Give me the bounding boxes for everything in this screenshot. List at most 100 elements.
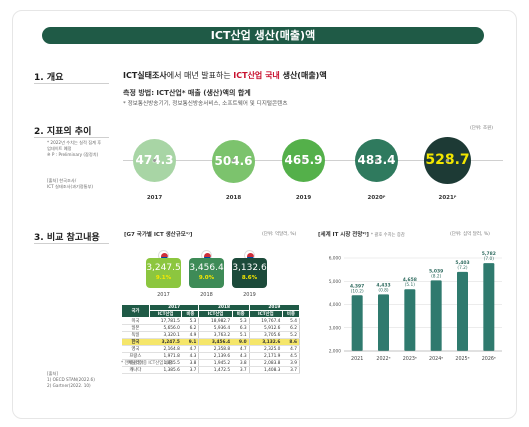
section-divider — [34, 137, 109, 138]
g7-share-cell: 3.7 — [282, 366, 301, 374]
bar-change-label: (0.8) — [378, 287, 389, 293]
source-1: 1) OECD STAN(2022.6) — [47, 377, 95, 382]
korea-share: 8.6% — [241, 275, 258, 281]
bar-change-label: (8.2) — [431, 273, 442, 279]
x-tick-label: 2025ᵉ — [455, 356, 469, 362]
g7-subheader-ict: ICT산업 — [148, 310, 183, 318]
g7-unit: (단위: 억달러, %) — [262, 232, 297, 237]
source-2: 2) Gartner(2022. 10) — [47, 383, 91, 388]
g7-share-cell: 9.1 — [181, 338, 200, 346]
bar-change-label: (5.1) — [405, 282, 416, 288]
sources-label: [출처] — [47, 371, 58, 376]
g7-ict-cell: 3,705.6 — [249, 331, 283, 339]
g7-share-cell: 5.4 — [282, 317, 301, 325]
g7-share-cell: 5.3 — [181, 317, 200, 325]
g7-header-country: 국가 — [121, 304, 150, 318]
timeline-dot — [232, 159, 235, 162]
g7-ict-cell: 5,912.6 — [249, 324, 283, 332]
page-title: ICT산업 생산(매출)액 — [42, 27, 484, 44]
g7-ict-cell: 2,083.8 — [249, 359, 283, 367]
g7-table-row: 영국 2,164.8 4.7 2,358.8 4.7 2,325.0 4.7 — [121, 345, 301, 353]
g7-subheader-share: 비중 — [231, 310, 250, 318]
g7-ict-cell: 1,971.8 — [149, 352, 182, 360]
g7-ict-cell: 3,763.2 — [198, 331, 233, 339]
overview-note: * 정보통신방송기기, 정보통신방송서비스, 소프트웨어 및 디지털콘텐츠 — [123, 101, 288, 107]
g7-share-cell: 3.8 — [232, 359, 250, 367]
chart-svg: 2,000 3,000 4,000 5,000 6,000 4,397(10.2) 2021… — [329, 251, 502, 362]
overview-tail: 생산(매출)액 — [279, 71, 327, 80]
g7-share-cell: 3.7 — [181, 366, 200, 374]
g7-ict-cell: 1,472.5 — [198, 366, 233, 374]
g7-title: [G7 국가별 ICT 생산규모¹⁾] — [124, 232, 193, 238]
g7-table-row: 프랑스 1,971.8 4.3 2,139.6 4.3 2,171.9 4.5 — [121, 352, 301, 360]
bar — [351, 295, 363, 351]
g7-share-cell: 6.2 — [282, 324, 301, 332]
g7-ict-cell: 3,320.1 — [149, 331, 182, 339]
x-tick-label: 2024ᵉ — [429, 356, 443, 362]
korea-value: 3,132.6 — [232, 263, 267, 273]
korea-value-box: 3,247.5 9.1% — [146, 258, 181, 288]
g7-ict-cell: 2,171.9 — [249, 352, 283, 360]
g7-subheader-ict: ICT산업 — [198, 310, 233, 318]
g7-ict-cell: 2,139.6 — [198, 352, 233, 360]
compare-sources: [출처] 1) OECD STAN(2022.6) 2) Gartner(202… — [47, 371, 95, 389]
g7-country-cell: 한국 — [121, 338, 150, 346]
trend-source: [출처] 한국조사/ ICT 실태조사(과기정통부) — [47, 178, 93, 190]
world-it-chart: [세계 IT 시장 전망²⁾] * 괄호 수치는 증감 (단위: 십억 달러, … — [318, 228, 506, 368]
x-tick-label: 2021 — [351, 356, 363, 362]
korea-value: 3,456.4 — [189, 263, 224, 273]
bar-value-label: 4,433 — [376, 282, 390, 288]
korea-share: 9.1% — [155, 275, 172, 281]
korea-value-box: 3,456.4 9.0% — [189, 258, 224, 288]
bar-value-label: 5,039 — [429, 268, 443, 274]
trend-year-0: 2017 — [146, 195, 163, 201]
y-tick-label: 2,000 — [329, 349, 342, 355]
g7-subheader-ict: ICT산업 — [248, 310, 283, 318]
g7-share-cell: 4.7 — [282, 345, 301, 353]
trend-notes: * 2022년 수치는 실적 집계 후 업데이트 예정 ※ P : Prelim… — [47, 140, 101, 158]
overview-main-text: ICT실태조사에서 매년 발표하는 ICT산업 국내 생산(매출)액 — [123, 70, 327, 81]
section-compare-label: 3. 비교 참고내용 — [34, 233, 100, 243]
x-tick-label: 2022ᵉ — [376, 356, 390, 362]
g7-ict-cell: 17,781.5 — [149, 317, 182, 325]
g7-ict-cell: 2,358.8 — [198, 345, 233, 353]
g7-ict-cell: 2,325.0 — [249, 345, 283, 353]
timeline-dot — [153, 159, 156, 162]
korea-value-box: 3,132.6 8.6% — [232, 258, 267, 288]
trend-year-2: 2019 — [295, 195, 312, 201]
chart-subtitle: * 괄호 수치는 증감 — [370, 233, 405, 238]
g7-ict-cell: 2,164.8 — [149, 345, 182, 353]
bar-value-label: 4,397 — [350, 283, 364, 289]
korea-year: 2018 — [200, 292, 213, 298]
section-divider — [34, 83, 109, 84]
g7-table-row: 독일 3,320.1 4.9 3,763.2 5.1 3,705.6 5.2 — [121, 331, 301, 339]
bar-value-label: 5,403 — [455, 260, 469, 266]
korea-year: 2019 — [243, 292, 256, 298]
bar-change-label: (7.0) — [484, 256, 495, 262]
g7-share-cell: 5.2 — [282, 331, 301, 339]
g7-country-cell: 미국 — [121, 317, 150, 325]
g7-table: 국가 2017 2018 2019 ICT산업 비중 ICT산업 비중 ICT산… — [121, 304, 301, 374]
timeline-dot — [302, 159, 305, 162]
g7-table-row: 일본 5,656.0 6.2 5,936.4 6.3 5,912.6 6.2 — [121, 324, 301, 332]
g7-share-cell: 6.3 — [232, 324, 250, 332]
g7-ict-cell: 5,936.4 — [198, 324, 233, 332]
bar-value-label: 5,782 — [482, 251, 496, 257]
g7-share-cell: 8.6 — [282, 338, 301, 346]
section-divider — [34, 243, 109, 244]
g7-subheader-share: 비중 — [181, 310, 200, 318]
g7-country-cell: 독일 — [121, 331, 150, 339]
g7-footnote: * 전체 산업 중 ICT산업 비중 — [121, 361, 173, 366]
g7-country-cell: 프랑스 — [121, 352, 150, 360]
trend-source-2: ICT 실태조사(과기정통부) — [47, 184, 93, 189]
g7-country-cell: 캐나다 — [121, 366, 150, 374]
chart-unit: (단위: 십억 달러, %) — [450, 232, 490, 237]
timeline-dot — [446, 159, 449, 162]
bar — [457, 271, 468, 351]
trend-note-2: 업데이트 예정 — [47, 146, 72, 151]
g7-share-cell: 3.7 — [232, 366, 250, 374]
g7-ict-cell: 1,385.6 — [149, 366, 182, 374]
x-tick-label: 2026ᵉ — [482, 356, 496, 362]
g7-share-cell: 4.7 — [232, 345, 250, 353]
g7-table-row: 캐나다 1,385.6 3.7 1,472.5 3.7 1,408.3 3.7 — [121, 366, 301, 374]
